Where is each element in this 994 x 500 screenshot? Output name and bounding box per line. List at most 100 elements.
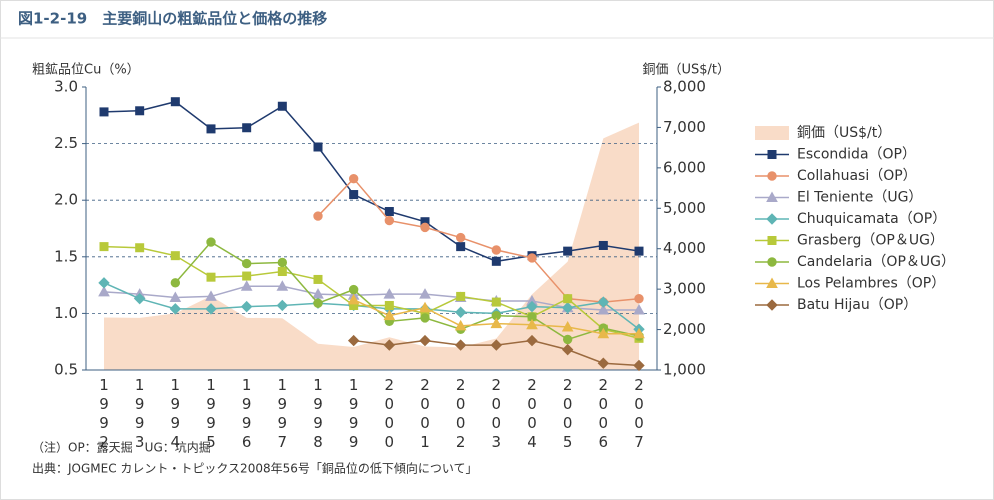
data-point xyxy=(347,293,360,305)
data-point xyxy=(348,284,359,295)
legend-marker xyxy=(767,171,777,181)
legend-marker xyxy=(766,213,778,225)
y-tick-label: 2.0 xyxy=(54,191,78,209)
legend-label: Chuquicamata（OP） xyxy=(797,211,946,227)
data-point xyxy=(241,258,252,269)
data-point xyxy=(527,253,537,263)
x-tick-label: 2006 xyxy=(594,376,612,452)
data-point xyxy=(456,242,466,252)
y2-axis-label: 銅価（US$/t） xyxy=(642,63,730,78)
legend-marker xyxy=(766,299,778,311)
data-point xyxy=(490,317,503,329)
y2-tick-label: 1,000 xyxy=(663,361,706,379)
data-point xyxy=(420,222,430,233)
data-point xyxy=(526,300,538,313)
y-axis-label: 粗鉱品位Cu（%） xyxy=(32,62,140,78)
data-point xyxy=(419,334,431,347)
data-point xyxy=(456,291,466,301)
data-point xyxy=(349,190,359,200)
data-point xyxy=(242,123,252,133)
data-point xyxy=(490,339,503,351)
series-line xyxy=(317,177,640,303)
data-point xyxy=(491,245,502,255)
data-point xyxy=(633,303,645,315)
data-point xyxy=(454,339,467,351)
y-tick-label: 3.0 xyxy=(54,78,78,96)
note: （注）OP：露天掘 UG：坑内掘 xyxy=(32,440,211,455)
data-point xyxy=(205,303,217,315)
series-line xyxy=(103,285,639,311)
data-point xyxy=(205,290,217,301)
legend-label: 銅価（US$/t） xyxy=(797,125,891,141)
data-point xyxy=(634,293,644,304)
legend-marker xyxy=(766,191,778,202)
data-point xyxy=(206,124,216,134)
x-tick-label: 1992 xyxy=(95,376,113,452)
data-point xyxy=(170,97,180,107)
x-tick-label: 1994 xyxy=(166,376,184,452)
data-point xyxy=(99,242,109,252)
data-point xyxy=(384,207,394,217)
data-point xyxy=(526,334,538,347)
x-tick-label: 1993 xyxy=(131,376,149,452)
data-point xyxy=(419,301,431,313)
data-point xyxy=(491,256,501,266)
data-point xyxy=(135,243,145,253)
legend-label: Candelaria（OP＆UG） xyxy=(797,254,955,270)
x-tick-label: 2007 xyxy=(630,376,648,452)
data-point xyxy=(526,318,538,330)
data-point xyxy=(454,306,467,318)
legend-marker xyxy=(767,150,777,159)
data-point xyxy=(313,211,323,221)
legend-marker xyxy=(767,257,777,267)
x-tick-label: 2003 xyxy=(487,376,505,452)
legend-marker xyxy=(767,236,777,245)
data-point xyxy=(277,257,288,268)
data-point xyxy=(133,292,146,305)
y-tick-label: 0.5 xyxy=(54,361,78,379)
legend xyxy=(745,118,963,312)
data-point xyxy=(420,313,430,323)
data-point xyxy=(277,267,287,277)
data-point xyxy=(170,251,180,261)
data-point xyxy=(313,298,323,308)
data-point xyxy=(206,237,216,247)
x-tick-label: 1998 xyxy=(309,376,327,452)
y2-tick-label: 4,000 xyxy=(663,239,706,257)
x-tick-label: 1997 xyxy=(273,376,291,452)
data-point xyxy=(561,343,574,356)
y2-tick-label: 2,000 xyxy=(663,320,706,338)
y2-tick-label: 8,000 xyxy=(663,78,706,96)
data-point xyxy=(633,327,645,339)
data-point xyxy=(563,294,573,304)
data-point xyxy=(99,107,109,117)
y2-tick-label: 6,000 xyxy=(663,158,706,176)
x-tick-label: 2002 xyxy=(452,376,470,452)
data-point xyxy=(419,288,431,299)
y2-tick-label: 3,000 xyxy=(663,280,706,298)
data-point xyxy=(633,359,645,372)
data-point xyxy=(634,246,644,256)
data-point xyxy=(348,173,359,184)
data-point xyxy=(383,288,396,299)
legend-label: El Teniente（UG） xyxy=(797,190,922,206)
series-line xyxy=(103,100,640,263)
data-point xyxy=(98,277,110,289)
legend-swatch xyxy=(755,126,789,140)
legend-label: Grasberg（OP＆UG） xyxy=(797,233,944,249)
data-point xyxy=(598,240,608,250)
data-point xyxy=(206,272,216,282)
chart-title: 図1-2-19 主要銅山の粗鉱品位と価格の推移 xyxy=(18,10,327,28)
data-point xyxy=(383,339,396,351)
x-tick-label: 1995 xyxy=(202,376,220,452)
data-point xyxy=(240,300,253,313)
data-point xyxy=(277,101,287,111)
legend-label: Escondida（OP） xyxy=(797,147,916,163)
data-point xyxy=(563,246,573,256)
data-point xyxy=(597,303,610,315)
series-line xyxy=(174,241,640,341)
y2-tick-label: 5,000 xyxy=(663,199,706,217)
y-tick-label: 1.5 xyxy=(54,247,78,265)
data-point xyxy=(276,280,289,291)
data-point xyxy=(347,334,360,347)
